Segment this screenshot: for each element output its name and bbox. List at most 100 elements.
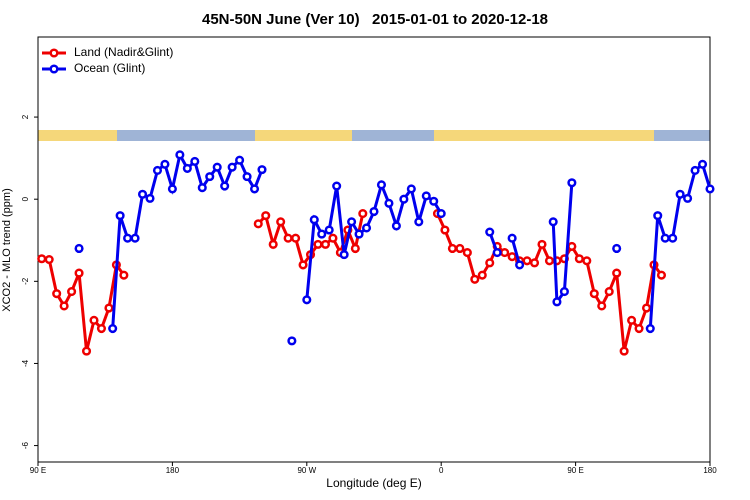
point: [291, 233, 301, 243]
point: [96, 323, 107, 334]
point: [160, 159, 170, 169]
point: [470, 274, 480, 284]
point: [227, 162, 237, 172]
point: [108, 323, 118, 334]
y-tick-label: -2: [21, 277, 30, 285]
point: [683, 193, 693, 203]
point: [115, 211, 125, 221]
point: [253, 219, 263, 229]
point: [597, 301, 607, 311]
surface-band: [38, 130, 710, 141]
point: [447, 243, 457, 254]
legend-marker: [49, 48, 59, 58]
point: [369, 206, 379, 217]
point: [137, 189, 148, 199]
point: [574, 254, 584, 264]
y-tick-label: -4: [21, 359, 30, 367]
point: [656, 270, 667, 280]
point: [641, 303, 652, 313]
land-band: [434, 130, 654, 141]
point: [548, 217, 558, 227]
point: [436, 209, 446, 219]
point: [612, 268, 622, 278]
point: [421, 191, 431, 201]
point: [52, 289, 62, 299]
point: [507, 233, 517, 243]
point: [619, 346, 629, 356]
point: [182, 163, 192, 173]
point: [660, 233, 670, 243]
point: [582, 256, 592, 266]
x-axis-label: Longitude (deg E): [326, 476, 421, 490]
point: [690, 165, 700, 176]
y-tick-label: 0: [21, 196, 30, 201]
point: [324, 225, 334, 235]
point: [339, 250, 349, 260]
point: [190, 156, 200, 166]
x-tick-label: 180: [166, 466, 180, 475]
point: [37, 254, 47, 264]
point: [391, 221, 401, 231]
point: [283, 233, 293, 243]
point: [298, 260, 308, 270]
point: [634, 323, 644, 334]
land-band: [255, 130, 352, 141]
point: [627, 315, 637, 325]
point: [152, 165, 163, 176]
point: [500, 248, 510, 258]
point: [485, 258, 495, 268]
point: [429, 196, 439, 206]
point: [317, 229, 327, 239]
point: [261, 211, 271, 221]
point: [384, 198, 394, 208]
point: [399, 194, 409, 204]
point: [130, 233, 140, 243]
chart-title: 45N-50N June (Ver 10) 2015-01-01 to 2020…: [202, 11, 548, 28]
y-tick-label: 2: [21, 114, 30, 119]
point: [544, 256, 555, 266]
point: [492, 248, 502, 258]
point: [302, 295, 312, 305]
point: [242, 172, 252, 182]
point: [440, 225, 450, 235]
point: [358, 209, 368, 219]
point: [567, 178, 577, 188]
x-tick-label: 180: [703, 466, 717, 475]
point: [67, 287, 77, 297]
point: [567, 241, 577, 251]
point: [537, 239, 547, 249]
point: [354, 229, 364, 239]
point: [123, 233, 133, 243]
point: [74, 243, 84, 254]
point: [220, 181, 230, 191]
point: [257, 165, 267, 175]
land-band: [38, 130, 117, 141]
point: [705, 184, 715, 194]
point: [287, 336, 297, 346]
point: [559, 287, 569, 297]
y-axis-label: XCO2 - MLO trend (ppm): [1, 188, 13, 311]
point: [522, 256, 532, 266]
point: [145, 193, 155, 203]
point: [175, 150, 185, 160]
y-tick-label: -6: [21, 441, 30, 449]
point: [485, 227, 495, 237]
point: [462, 248, 472, 258]
point: [249, 184, 260, 194]
point: [197, 183, 207, 193]
point: [515, 260, 525, 270]
point: [167, 184, 177, 194]
point: [276, 217, 286, 227]
point: [104, 303, 114, 313]
point: [675, 189, 685, 199]
point: [529, 258, 540, 268]
point: [328, 233, 338, 243]
point: [44, 255, 54, 265]
point: [589, 289, 599, 299]
point: [313, 239, 323, 249]
point: [361, 223, 372, 233]
plot-frame: [37, 36, 711, 463]
point: [653, 211, 663, 221]
point: [376, 180, 387, 190]
legend-label: Ocean (Glint): [74, 61, 145, 75]
